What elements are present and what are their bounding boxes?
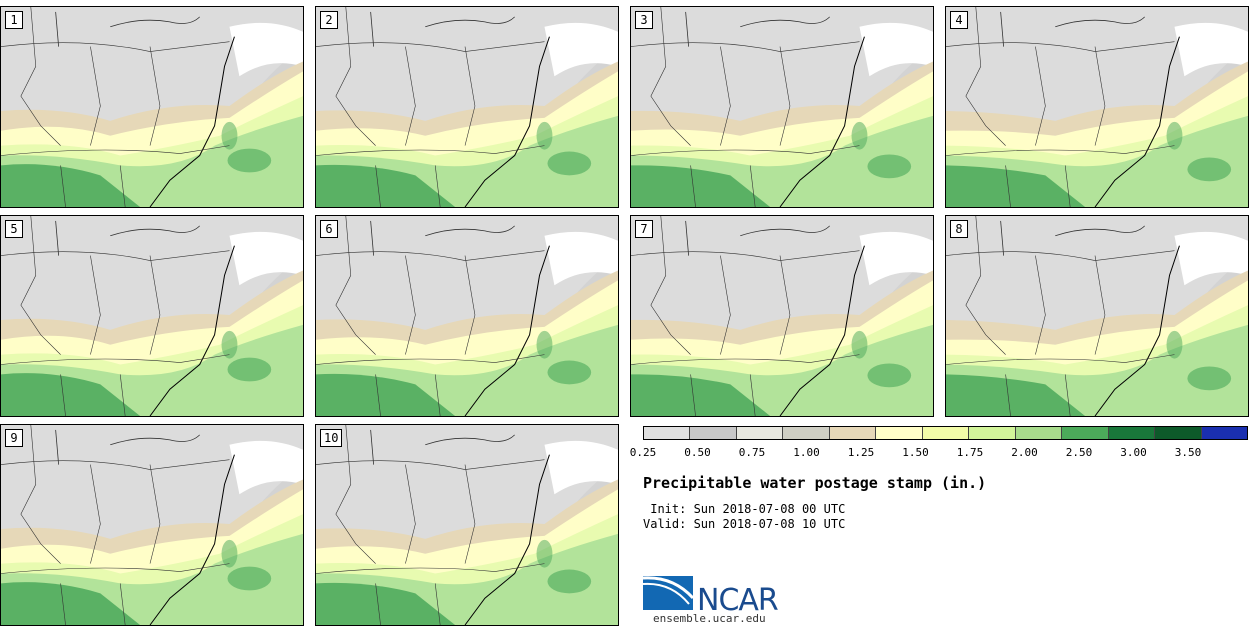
precipitable-water-map — [1, 7, 303, 207]
precipitable-water-map — [631, 7, 933, 207]
colorbar-segment — [783, 427, 830, 439]
colorbar-tick-label: 3.50 — [1174, 446, 1202, 459]
valid-time: Valid: Sun 2018-07-08 10 UTC — [643, 517, 846, 531]
colorbar-segment — [690, 427, 737, 439]
stamp-member-label: 4 — [950, 11, 968, 29]
stamp-member-label: 3 — [635, 11, 653, 29]
colorbar-tick-label: 1.75 — [956, 446, 984, 459]
colorbar-segment — [876, 427, 923, 439]
colorbar-tick-label: 0.50 — [684, 446, 711, 459]
precipitable-water-map — [1, 216, 303, 416]
colorbar-segment — [969, 427, 1016, 439]
precipitable-water-map — [316, 7, 618, 207]
colorbar-tick-labels: 0.25 0.50 0.75 1.00 1.25 1.50 1.75 2.00 2.50 3.00… — [630, 446, 1250, 460]
precipitable-water-map — [316, 425, 618, 625]
colorbar-segment — [1155, 427, 1202, 439]
postage-stamp-map: 5 — [0, 215, 304, 417]
stamp-member-label: 6 — [320, 220, 338, 238]
postage-stamp-map: 9 — [0, 424, 304, 626]
website-url: ensemble.ucar.edu — [653, 612, 766, 625]
colorbar-segment — [829, 427, 877, 439]
stamp-member-label: 7 — [635, 220, 653, 238]
colorbar-segment — [1108, 427, 1156, 439]
precipitable-water-map — [946, 7, 1248, 207]
colorbar-segment — [922, 427, 970, 439]
colorbar-tick-label: 1.50 — [902, 446, 929, 459]
colorbar-tick-label: 2.50 — [1065, 446, 1093, 459]
postage-stamp-map: 10 — [315, 424, 619, 626]
ncar-logo-text: NCAR — [697, 583, 779, 618]
colorbar-tick-label: 0.75 — [738, 446, 766, 459]
postage-stamp-map: 8 — [945, 215, 1249, 417]
colorbar-tick-label: 2.00 — [1011, 446, 1038, 459]
init-time: Init: Sun 2018-07-08 00 UTC — [643, 502, 846, 516]
colorbar-segment — [1015, 427, 1063, 439]
colorbar-segment — [1201, 427, 1248, 439]
colorbar-tick-label: 3.00 — [1120, 446, 1147, 459]
colorbar-tick-label: 0.25 — [629, 446, 657, 459]
postage-stamp-map: 4 — [945, 6, 1249, 208]
stamp-member-label: 8 — [950, 220, 968, 238]
colorbar-tick-label: 1.00 — [793, 446, 820, 459]
colorbar — [643, 426, 1248, 440]
stamp-member-label: 10 — [320, 429, 343, 447]
stamp-member-label: 5 — [5, 220, 23, 238]
postage-stamp-map: 2 — [315, 6, 619, 208]
postage-stamp-map: 3 — [630, 6, 934, 208]
ncar-logo — [643, 576, 695, 610]
postage-stamp-map: 1 — [0, 6, 304, 208]
colorbar-tick-label: 1.25 — [847, 446, 875, 459]
stamp-member-label: 2 — [320, 11, 338, 29]
precipitable-water-map — [1, 425, 303, 625]
precipitable-water-map — [316, 216, 618, 416]
chart-title: Precipitable water postage stamp (in.) — [643, 474, 987, 492]
postage-stamp-map: 7 — [630, 215, 934, 417]
precipitable-water-map — [631, 216, 933, 416]
postage-stamp-map: 6 — [315, 215, 619, 417]
precipitable-water-map — [946, 216, 1248, 416]
colorbar-segment — [644, 427, 691, 439]
colorbar-segment — [736, 427, 784, 439]
stamp-member-label: 9 — [5, 429, 23, 447]
colorbar-segment — [1062, 427, 1109, 439]
stamp-member-label: 1 — [5, 11, 23, 29]
